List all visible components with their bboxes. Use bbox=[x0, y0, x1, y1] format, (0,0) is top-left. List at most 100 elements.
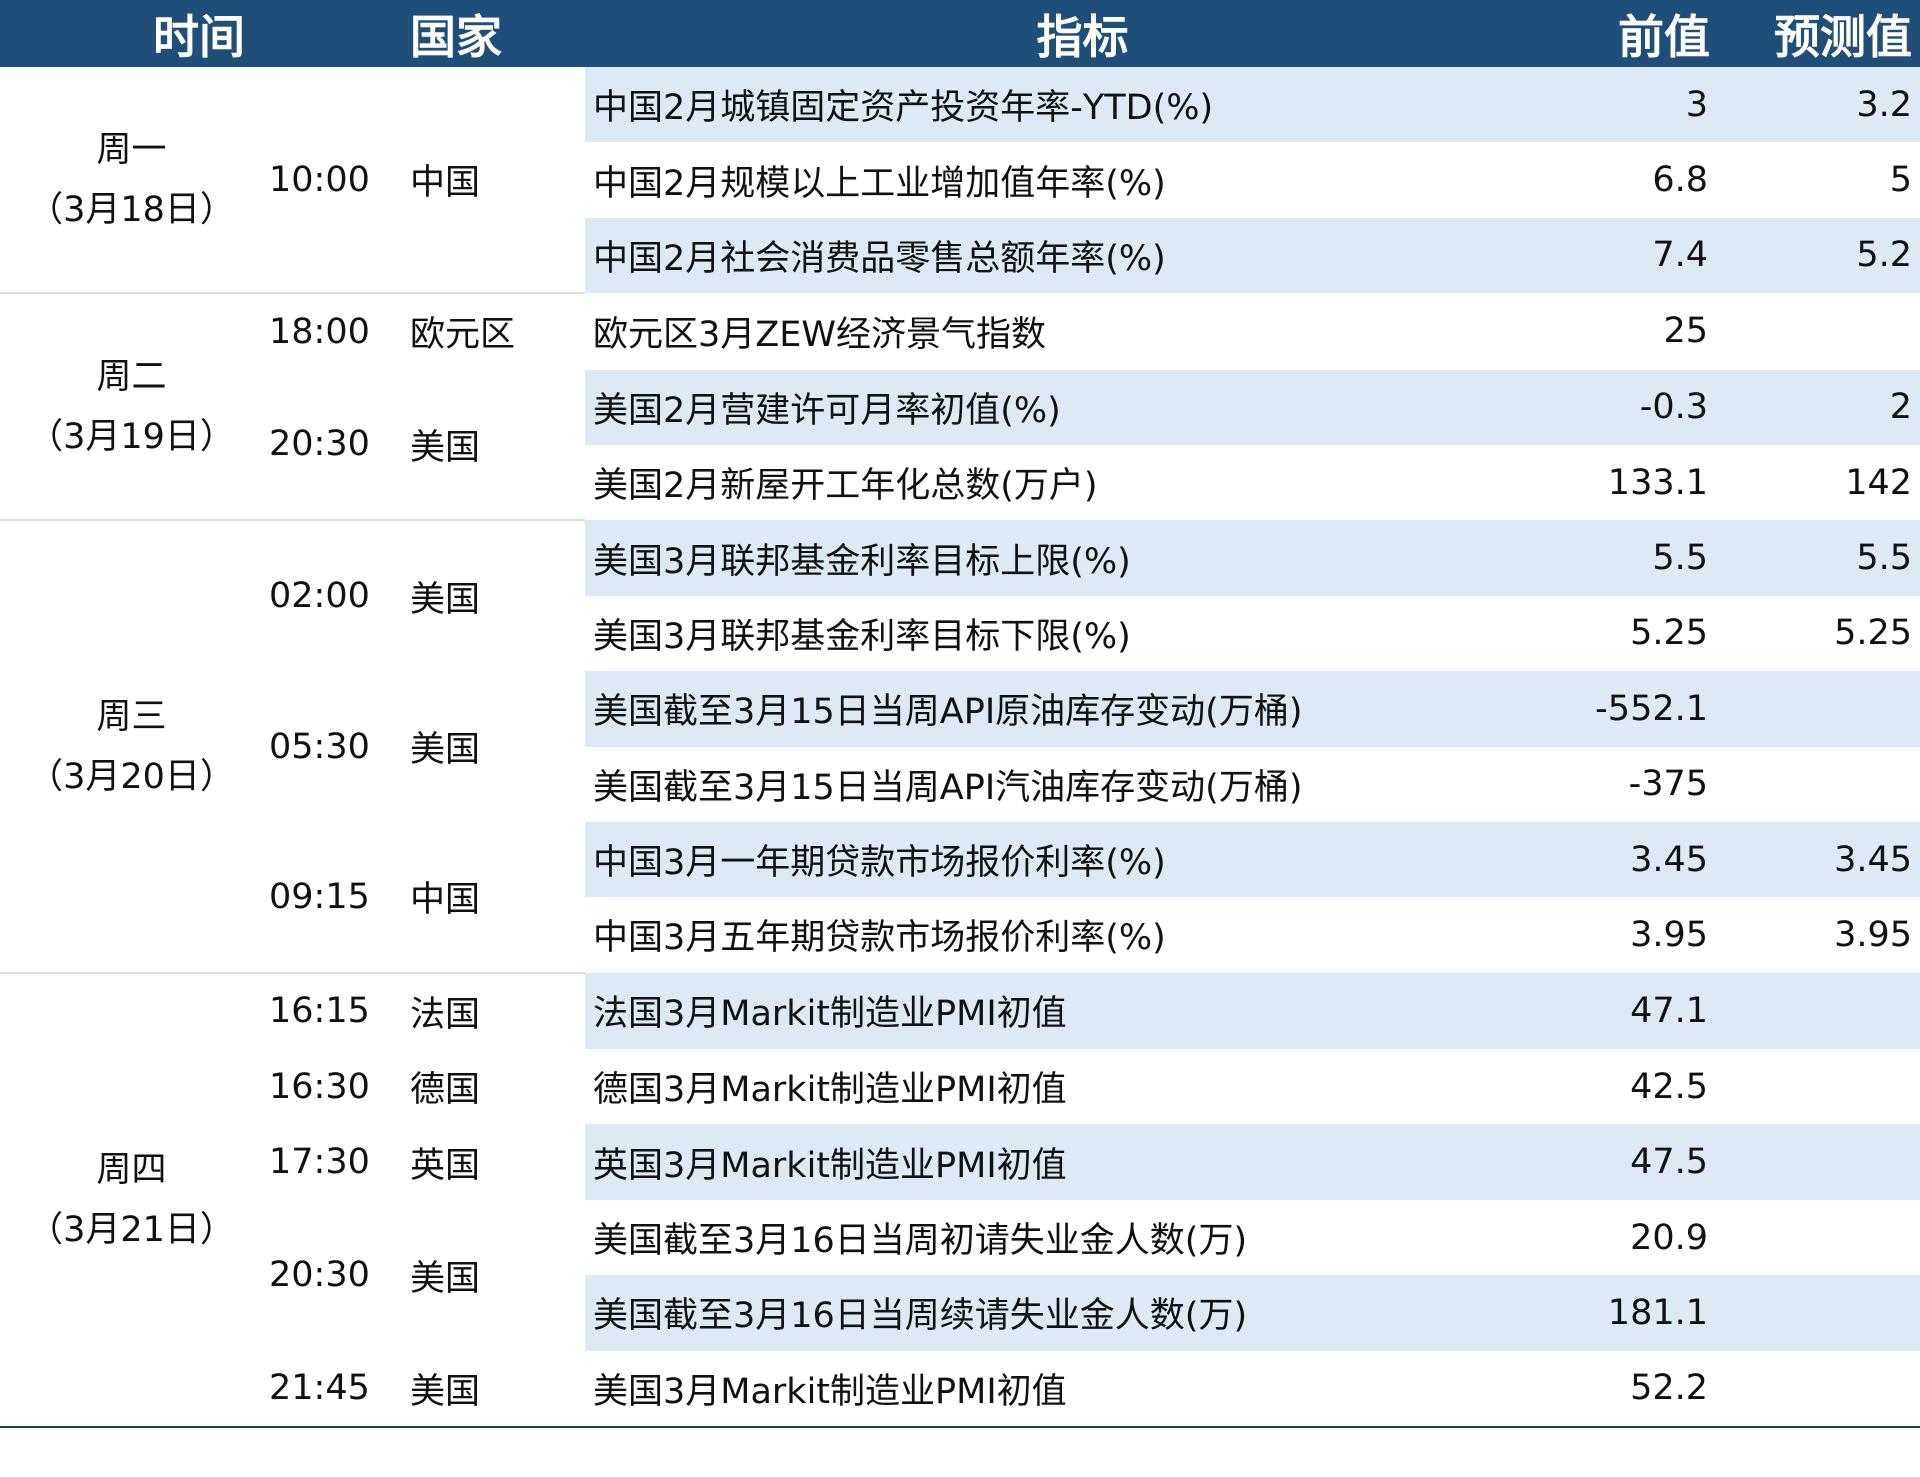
indicator-cell: 美国3月Markit制造业PMI初值 bbox=[585, 1350, 1580, 1429]
indicator-cell: 欧元区3月ZEW经济景气指数 bbox=[593, 314, 1046, 355]
header-previous: 前值 bbox=[1580, 0, 1720, 67]
indicator-cell: 美国3月联邦基金利率目标上限(%) bbox=[585, 520, 1580, 596]
table-row: 中国3月五年期贷款市场报价利率(%) 3.95 3.95 bbox=[0, 897, 1920, 972]
day-label: 周三 bbox=[96, 696, 167, 737]
previous-value-cell: 42.5 bbox=[1630, 1066, 1708, 1107]
date-label: （3月19日） bbox=[28, 416, 235, 457]
previous-value-cell: -0.3 bbox=[1580, 369, 1720, 445]
previous-value-cell: 47.5 bbox=[1580, 1124, 1720, 1200]
indicator-cell: 美国截至3月15日当周API汽油库存变动(万桶) bbox=[593, 767, 1303, 808]
indicator-cell: 美国2月新屋开工年化总数(万户) bbox=[593, 466, 1098, 507]
table-row: 周三 （3月20日） 02:00 美国 美国3月联邦基金利率目标上限(%) 5.5 5.5 bbox=[0, 519, 1920, 973]
time-cell: 16:15 bbox=[263, 971, 410, 1050]
table-row: 周四 （3月21日） 16:15 法国 法国3月Markit制造业PMI初值 47.1 bbox=[0, 971, 1920, 1429]
forecast-value-cell: 5.2 bbox=[1720, 217, 1920, 294]
indicator-cell: 中国2月社会消费品零售总额年率(%) bbox=[585, 217, 1580, 294]
header-time: 时间 bbox=[0, 0, 410, 67]
table-row: 美国2月新屋开工年化总数(万户) 133.1 142 bbox=[0, 445, 1920, 520]
country-cell: 美国 bbox=[410, 1258, 481, 1299]
forecast-value-cell bbox=[1720, 1124, 1920, 1200]
country-cell: 中国 bbox=[410, 880, 481, 921]
header-row: 时间 国家 指标 前值 预测值 bbox=[0, 0, 1920, 67]
day-cell: 周一 （3月18日） bbox=[0, 67, 263, 293]
header-forecast: 预测值 bbox=[1720, 0, 1920, 67]
indicator-cell: 中国2月城镇固定资产投资年率-YTD(%) bbox=[585, 67, 1580, 143]
forecast-value-cell bbox=[1720, 671, 1920, 747]
forecast-value-cell bbox=[1720, 747, 1920, 822]
time-cell: 05:30 bbox=[269, 726, 370, 767]
day-cell: 周四 （3月21日） bbox=[0, 971, 263, 1429]
country-cell: 美国 bbox=[410, 427, 481, 468]
time-cell: 21:45 bbox=[263, 1350, 410, 1429]
table-row: 中国2月社会消费品零售总额年率(%) 7.4 5.2 bbox=[0, 217, 1920, 294]
time-cell: 20:30 bbox=[269, 1255, 370, 1296]
day-label: 周四 bbox=[96, 1149, 167, 1190]
country-cell: 欧元区 bbox=[410, 292, 585, 370]
table-row: 09:15 中国 中国3月一年期贷款市场报价利率(%) 3.45 3.45 bbox=[0, 821, 1920, 920]
table-row: 17:30 英国 英国3月Markit制造业PMI初值 47.5 bbox=[0, 1124, 1920, 1200]
date-label: （3月21日） bbox=[28, 1209, 235, 1250]
country-cell: 法国 bbox=[410, 971, 585, 1050]
day-cell: 周三 （3月20日） bbox=[0, 519, 263, 973]
country-cell: 德国 bbox=[410, 1070, 481, 1111]
forecast-value-cell bbox=[1720, 1350, 1920, 1429]
time-cell: 16:30 bbox=[269, 1066, 370, 1107]
previous-value-cell: 25 bbox=[1663, 311, 1708, 352]
indicator-cell: 英国3月Markit制造业PMI初值 bbox=[585, 1124, 1580, 1200]
forecast-value-cell: 142 bbox=[1845, 462, 1912, 503]
table-row: 周一 （3月18日） 10:00 中国 中国2月城镇固定资产投资年率-YTD(%) 3 3.… bbox=[0, 67, 1920, 230]
previous-value-cell: -375 bbox=[1628, 764, 1708, 805]
previous-value-cell: 3.95 bbox=[1630, 914, 1708, 955]
indicator-cell: 美国截至3月15日当周API原油库存变动(万桶) bbox=[585, 671, 1580, 747]
indicator-cell: 中国3月五年期贷款市场报价利率(%) bbox=[593, 918, 1166, 959]
table-row: 05:30 美国 美国截至3月15日当周API原油库存变动(万桶) -552.1 bbox=[0, 671, 1920, 770]
previous-value-cell: 133.1 bbox=[1607, 462, 1708, 503]
table-row: 周二 （3月19日） 18:00 欧元区 欧元区3月ZEW经济景气指数 25 bbox=[0, 292, 1920, 521]
country-cell: 英国 bbox=[410, 1145, 481, 1186]
date-label: （3月20日） bbox=[28, 756, 235, 797]
indicator-cell: 中国2月规模以上工业增加值年率(%) bbox=[593, 163, 1166, 204]
forecast-value-cell bbox=[1720, 293, 1920, 369]
country-cell: 美国 bbox=[410, 1350, 585, 1429]
time-cell: 17:30 bbox=[269, 1142, 370, 1183]
country-cell: 美国 bbox=[410, 730, 481, 771]
previous-value-cell: 52.2 bbox=[1580, 1350, 1720, 1429]
indicator-cell: 中国3月一年期贷款市场报价利率(%) bbox=[585, 821, 1580, 898]
economic-calendar-table: 时间 国家 指标 前值 预测值 周一 （3月18日） 10:00 中国 中国2月城镇固定… bbox=[0, 0, 1920, 1429]
indicator-cell: 美国截至3月16日当周续请失业金人数(万) bbox=[585, 1275, 1580, 1351]
day-label: 周一 bbox=[96, 129, 167, 170]
date-label: （3月18日） bbox=[28, 189, 235, 230]
country-cell: 中国 bbox=[410, 163, 481, 204]
forecast-value-cell: 3.95 bbox=[1834, 914, 1912, 955]
time-cell: 20:30 bbox=[269, 424, 370, 465]
previous-value-cell: 3 bbox=[1580, 67, 1720, 143]
forecast-value-cell bbox=[1720, 972, 1920, 1050]
header-country: 国家 bbox=[410, 0, 585, 67]
table-row: 16:30 德国 德国3月Markit制造业PMI初值 42.5 bbox=[0, 1049, 1920, 1124]
forecast-value-cell bbox=[1720, 1200, 1920, 1275]
indicator-cell: 美国截至3月16日当周初请失业金人数(万) bbox=[593, 1221, 1248, 1262]
forecast-value-cell: 5 bbox=[1889, 160, 1912, 201]
indicator-cell: 美国2月营建许可月率初值(%) bbox=[585, 369, 1580, 445]
forecast-value-cell bbox=[1720, 1275, 1920, 1351]
time-cell: 09:15 bbox=[269, 876, 370, 917]
forecast-value-cell bbox=[1720, 1049, 1920, 1124]
forecast-value-cell: 2 bbox=[1720, 369, 1920, 445]
previous-value-cell: 7.4 bbox=[1580, 217, 1720, 294]
indicator-cell: 法国3月Markit制造业PMI初值 bbox=[585, 972, 1580, 1050]
previous-value-cell: 20.9 bbox=[1630, 1217, 1708, 1258]
previous-value-cell: 5.5 bbox=[1580, 520, 1720, 596]
table-row: 美国3月联邦基金利率目标下限(%) 5.25 5.25 bbox=[0, 596, 1920, 671]
table-row: 21:45 美国 美国3月Markit制造业PMI初值 52.2 bbox=[0, 1350, 1920, 1429]
table-row: 中国2月规模以上工业增加值年率(%) 6.8 5 bbox=[0, 142, 1920, 217]
previous-value-cell: 181.1 bbox=[1580, 1275, 1720, 1351]
table-row: 美国截至3月16日当周续请失业金人数(万) 181.1 bbox=[0, 1275, 1920, 1351]
previous-value-cell: 3.45 bbox=[1580, 821, 1720, 898]
forecast-value-cell: 5.25 bbox=[1834, 613, 1912, 654]
table-row: 20:30 美国 美国2月营建许可月率初值(%) -0.3 2 bbox=[0, 369, 1920, 468]
previous-value-cell: 47.1 bbox=[1580, 972, 1720, 1050]
time-cell: 02:00 bbox=[263, 519, 410, 672]
previous-value-cell: -552.1 bbox=[1580, 671, 1720, 747]
time-cell: 18:00 bbox=[263, 292, 410, 370]
indicator-cell: 美国3月联邦基金利率目标下限(%) bbox=[593, 616, 1131, 657]
